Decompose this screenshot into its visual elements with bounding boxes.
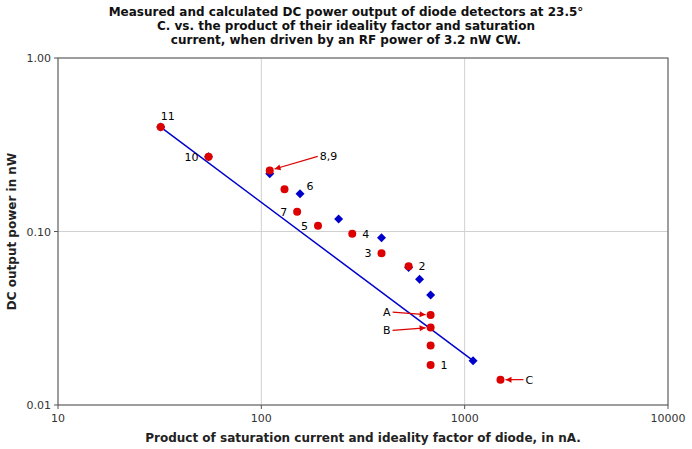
circle-point [157,123,165,131]
circle-point [293,208,301,216]
tick [54,405,58,406]
tick [54,58,58,59]
title-line: C. vs. the product of their ideality fac… [157,19,535,33]
circle-point [427,342,435,350]
annotation: 8,9 [320,150,338,163]
annotation-arrow [275,156,318,169]
annotation: C [525,374,533,387]
annotation: 10 [185,151,199,164]
circle-point [266,166,274,174]
y-axis-label: DC output power in nW [5,153,19,310]
annotation-arrowhead [275,164,282,170]
tick [58,405,59,409]
circle-point [427,311,435,319]
chart: 10 100 1000 10000 0.01 0.10 1.00 Product of sat… [0,0,692,449]
annotation: 4 [362,228,369,241]
tick-label: 100 [251,412,272,425]
annotation-arrowhead [505,377,511,383]
tick-label: 0.10 [27,226,52,239]
title: Measured and calculated DC power output … [109,5,584,47]
plot-frame [58,58,668,405]
tick [668,405,669,409]
annotation: 11 [161,110,175,123]
tick-label: 1.00 [27,52,52,65]
circle-point [427,361,435,369]
annotation: 2 [419,260,426,273]
annotation: 7 [280,206,287,219]
diamond-point [426,291,435,300]
grid [58,58,668,405]
circle-point [496,376,504,384]
annotation-arrowhead [419,325,425,331]
tick [464,405,465,409]
tick-label: 10 [51,412,65,425]
tick-label: 10000 [651,412,686,425]
diamond-point [156,123,165,132]
diamond-point [469,356,478,365]
circle-point [348,230,356,238]
title-line: current, when driven by an RF power of 3… [171,33,521,47]
annotation: 1 [441,359,448,372]
circle-point [205,153,213,161]
diamond-point [415,275,424,284]
circle-point [378,249,386,257]
data [156,123,504,384]
tick [54,231,58,232]
annotations: 11 10 8,9 6 7 5 4 3 2 AB 1 C [161,110,534,387]
circle-point [405,262,413,270]
diamond-point [296,189,305,198]
tick [261,405,262,409]
x-axis-label: Product of saturation current and ideali… [145,431,581,445]
annotation: 5 [301,220,308,233]
annotation: 3 [365,247,372,260]
circle-point [427,323,435,331]
tick-label: 1000 [451,412,479,425]
annotation: B [383,324,391,337]
annotation: 6 [307,180,314,193]
diamond-point [334,215,343,224]
diamond-point [204,152,213,161]
diamond-point [377,233,386,242]
annotation-arrowhead [419,311,425,317]
circle-point [314,222,322,230]
circle-point [281,185,289,193]
diamond-point [404,263,413,272]
tick-label: 0.01 [27,399,52,412]
calculated-line [161,127,473,361]
title-line: Measured and calculated DC power output … [109,5,584,19]
annotation: A [383,306,391,319]
axes: 10 100 1000 10000 0.01 0.10 1.00 [27,52,686,425]
